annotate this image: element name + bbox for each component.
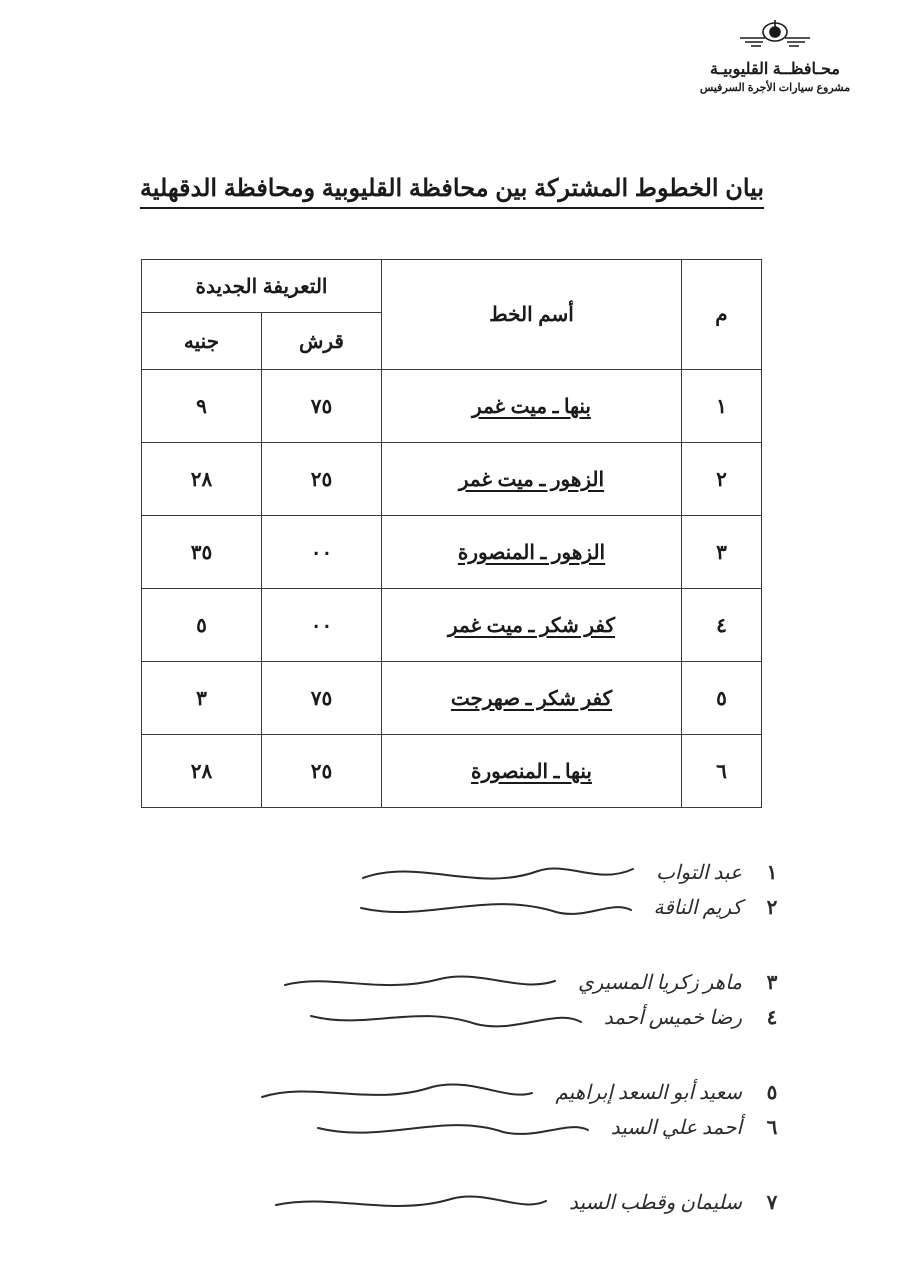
header-route: أسم الخط	[382, 260, 682, 370]
letterhead-gov-name: محـافظــة القليوبيـة	[680, 59, 870, 79]
cell-pound: ٢٨	[142, 443, 262, 516]
cell-pound: ٢٨	[142, 735, 262, 808]
signature-number: ٧	[760, 1190, 784, 1215]
fare-table-body: ١ بنها ـ ميت غمر ٧٥ ٩ ٢ الزهور ـ ميت غمر…	[142, 370, 762, 808]
table-row: ٣ الزهور ـ المنصورة ٠٠ ٣٥	[142, 516, 762, 589]
cell-route: بنها ـ المنصورة	[382, 735, 682, 808]
cell-qirsh: ٠٠	[262, 516, 382, 589]
signature-name: عبد التواب	[656, 860, 742, 885]
route-name: بنها ـ المنصورة	[471, 761, 592, 783]
signature-name: سليمان وقطب السيد	[569, 1190, 742, 1215]
signature-name: رضا خميس أحمد	[604, 1005, 742, 1030]
cell-route: الزهور ـ ميت غمر	[382, 443, 682, 516]
cell-qirsh: ٢٥	[262, 443, 382, 516]
signature-mark-icon	[356, 898, 636, 918]
signature-mark-icon	[358, 863, 638, 883]
governorate-logo-icon	[735, 18, 815, 57]
signature-row: ٦ أحمد علي السيد	[120, 1115, 784, 1140]
signature-mark-icon	[257, 1083, 537, 1103]
table-row: ٤ كفر شكر ـ ميت غمر ٠٠ ٥	[142, 589, 762, 662]
signature-mark-icon	[271, 1193, 551, 1213]
cell-qirsh: ٧٥	[262, 370, 382, 443]
cell-pound: ٩	[142, 370, 262, 443]
signature-row: ١ عبد التواب	[120, 860, 784, 885]
document-title: بيان الخطوط المشتركة بين محافظة القليوبي…	[140, 174, 764, 209]
cell-pound: ٥	[142, 589, 262, 662]
signature-name: كريم الناقة	[654, 895, 743, 920]
cell-index: ٤	[682, 589, 762, 662]
signature-mark-icon	[280, 973, 560, 993]
header-qirsh: قرش	[262, 313, 382, 370]
letterhead-project-name: مشروع سيارات الأجرة السرفيس	[680, 81, 870, 94]
signature-number: ٥	[760, 1080, 784, 1105]
fare-table: م أسم الخط التعريفة الجديدة قرش جنيه ١ ب…	[141, 259, 762, 808]
table-row: ٦ بنها ـ المنصورة ٢٥ ٢٨	[142, 735, 762, 808]
fare-table-container: م أسم الخط التعريفة الجديدة قرش جنيه ١ ب…	[142, 259, 762, 808]
cell-index: ١	[682, 370, 762, 443]
signature-row: ٢ كريم الناقة	[120, 895, 784, 920]
cell-route: الزهور ـ المنصورة	[382, 516, 682, 589]
cell-route: كفر شكر ـ صهرجت	[382, 662, 682, 735]
route-name: الزهور ـ المنصورة	[458, 542, 605, 564]
signature-number: ١	[760, 860, 784, 885]
table-row: ٥ كفر شكر ـ صهرجت ٧٥ ٣	[142, 662, 762, 735]
signature-number: ٦	[760, 1115, 784, 1140]
signature-name: سعيد أبو السعد إبراهيم	[555, 1080, 742, 1105]
header-pound: جنيه	[142, 313, 262, 370]
cell-qirsh: ٧٥	[262, 662, 382, 735]
header-index: م	[682, 260, 762, 370]
route-name: الزهور ـ ميت غمر	[459, 469, 604, 491]
signature-number: ٤	[760, 1005, 784, 1030]
cell-route: كفر شكر ـ ميت غمر	[382, 589, 682, 662]
signature-mark-icon	[306, 1008, 586, 1028]
document-page: محـافظــة القليوبيـة مشروع سيارات الأجرة…	[0, 0, 904, 1280]
route-name: بنها ـ ميت غمر	[472, 396, 591, 418]
cell-index: ٢	[682, 443, 762, 516]
signature-name: أحمد علي السيد	[611, 1115, 742, 1140]
signature-row: ٤ رضا خميس أحمد	[120, 1005, 784, 1030]
cell-pound: ٣٥	[142, 516, 262, 589]
signature-number: ٢	[760, 895, 784, 920]
cell-index: ٣	[682, 516, 762, 589]
signature-row: ٣ ماهر زكريا المسيري	[120, 970, 784, 995]
signature-name: ماهر زكريا المسيري	[578, 970, 742, 995]
route-name: كفر شكر ـ ميت غمر	[448, 615, 615, 637]
table-row: ٢ الزهور ـ ميت غمر ٢٥ ٢٨	[142, 443, 762, 516]
cell-index: ٦	[682, 735, 762, 808]
signature-mark-icon	[313, 1118, 593, 1138]
signature-number: ٣	[760, 970, 784, 995]
table-row: ١ بنها ـ ميت غمر ٧٥ ٩	[142, 370, 762, 443]
cell-qirsh: ٢٥	[262, 735, 382, 808]
signature-row: ٥ سعيد أبو السعد إبراهيم	[120, 1080, 784, 1105]
signatures-area: ١ عبد التواب ٢ كريم الناقة ٣ ماهر زكريا …	[120, 850, 784, 1250]
title-container: بيان الخطوط المشتركة بين محافظة القليوبي…	[60, 174, 844, 209]
signature-row: ٧ سليمان وقطب السيد	[120, 1190, 784, 1215]
header-tariff: التعريفة الجديدة	[142, 260, 382, 313]
cell-index: ٥	[682, 662, 762, 735]
cell-pound: ٣	[142, 662, 262, 735]
letterhead: محـافظــة القليوبيـة مشروع سيارات الأجرة…	[680, 18, 870, 94]
cell-qirsh: ٠٠	[262, 589, 382, 662]
route-name: كفر شكر ـ صهرجت	[451, 688, 612, 710]
cell-route: بنها ـ ميت غمر	[382, 370, 682, 443]
